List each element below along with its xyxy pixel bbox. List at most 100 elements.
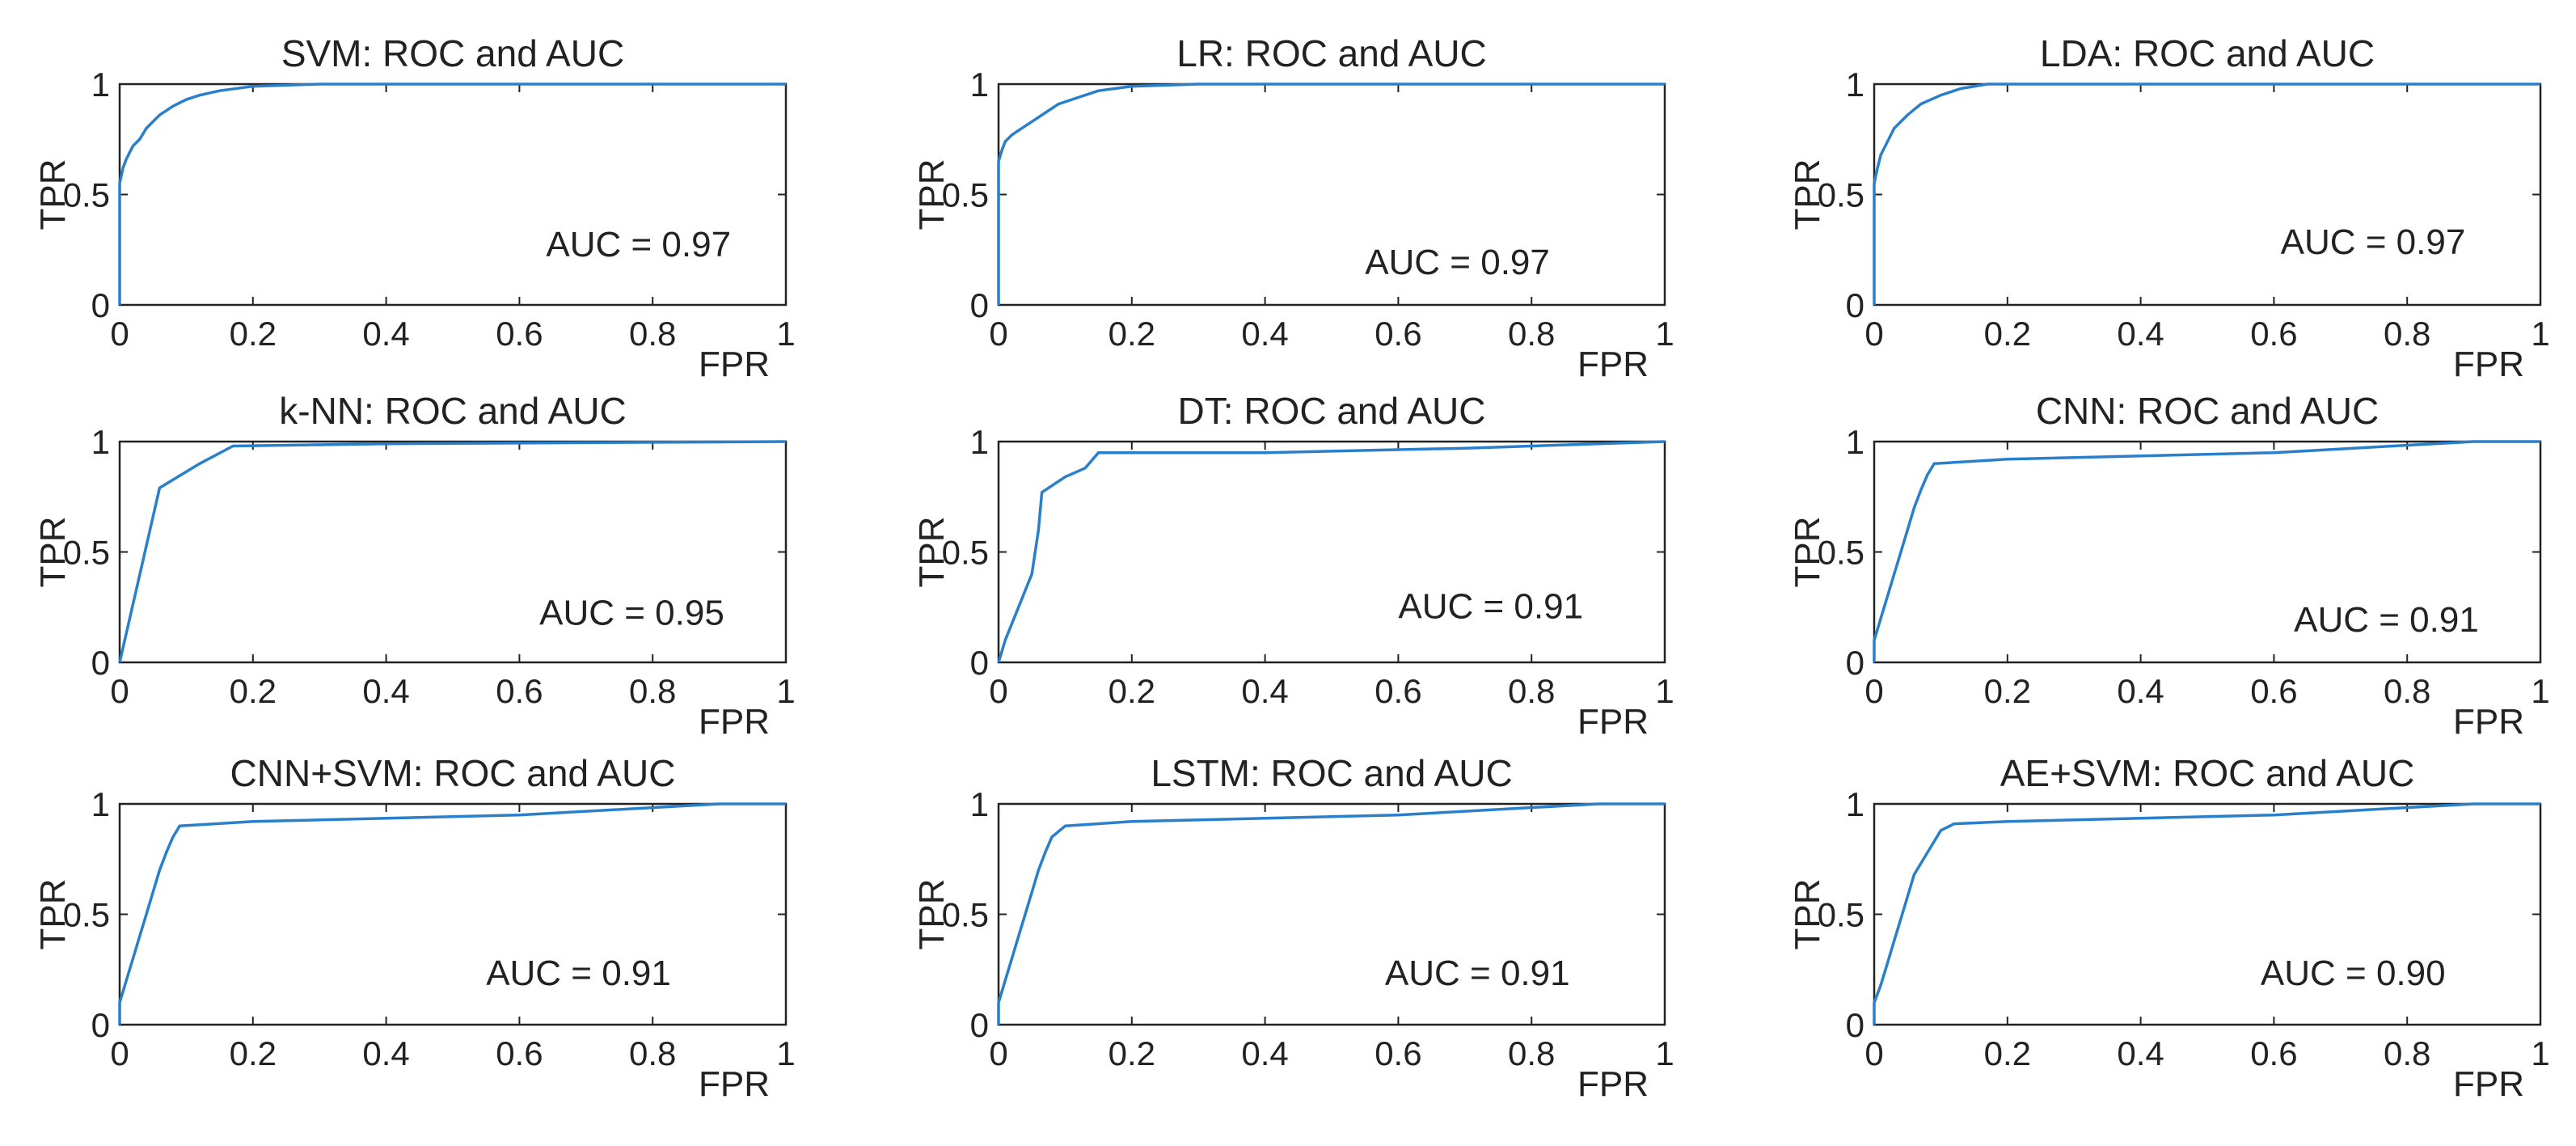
x-tick-label: 0.4: [1241, 315, 1288, 353]
x-tick-label: 0: [110, 672, 129, 710]
plot-frame: [118, 802, 788, 1026]
roc-curve: [997, 440, 1666, 663]
x-tick-label: 0.2: [1984, 1034, 2031, 1072]
x-tick-label: 1: [776, 1034, 795, 1072]
roc-curve: [1873, 802, 2540, 1025]
x-axis-label: FPR: [2453, 1064, 2524, 1104]
y-axis-label: TPR: [33, 159, 73, 230]
y-axis-label: TPR: [33, 517, 73, 588]
x-tick-label: 0.2: [1109, 315, 1155, 353]
x-tick-label: 0.4: [2117, 672, 2164, 710]
y-tick-label: 1: [1846, 785, 1864, 823]
x-axis-label: FPR: [1577, 345, 1649, 384]
roc-panel-5: DT: ROC and AUC 0 0.2 0.4 0.6 0.8 1 0 0.5 1 TPR FPR…: [912, 390, 1674, 742]
x-axis-label: FPR: [699, 702, 770, 742]
y-tick-label: 0: [91, 644, 110, 682]
x-tick-label: 1: [1655, 672, 1674, 710]
y-axis-label: TPR: [1788, 517, 1827, 588]
x-tick-label: 0.6: [1375, 1034, 1421, 1072]
y-axis-label: TPR: [912, 517, 952, 588]
y-tick-label: 1: [91, 423, 110, 461]
x-tick-label: 0.4: [362, 672, 409, 710]
x-tick-label: 0.8: [629, 672, 676, 710]
x-tick-label: 0.6: [2250, 315, 2297, 353]
y-tick-label: 0.5: [63, 176, 110, 214]
y-axis-label: TPR: [1788, 159, 1827, 230]
roc-curve: [118, 82, 786, 305]
y-tick-label: 0.5: [1818, 534, 1864, 572]
x-tick-label: 0.4: [2117, 315, 2164, 353]
x-tick-label: 0.4: [362, 1034, 409, 1072]
auc-annotation: AUC = 0.97: [546, 225, 731, 264]
auc-annotation: AUC = 0.97: [2281, 222, 2466, 262]
x-tick-label: 0.8: [629, 315, 676, 353]
x-tick-label: 1: [2531, 672, 2549, 710]
x-tick-label: 0.2: [1109, 1034, 1155, 1072]
y-axis-label: TPR: [912, 879, 952, 950]
roc-panel-8: LSTM: ROC and AUC 0 0.2 0.4 0.6 0.8 1 0 0.5 1 TPR F…: [912, 752, 1674, 1104]
y-tick-label: 1: [970, 785, 989, 823]
y-tick-label: 0.5: [63, 896, 110, 934]
chart-title: CNN: ROC and AUC: [2036, 390, 2379, 432]
y-tick-label: 0.5: [942, 896, 989, 934]
x-axis-label: FPR: [699, 345, 770, 384]
x-tick-label: 1: [2531, 315, 2549, 353]
x-tick-label: 0.2: [1109, 672, 1155, 710]
x-axis-label: FPR: [699, 1064, 770, 1104]
auc-annotation: AUC = 0.95: [539, 594, 724, 633]
y-tick-label: 0.5: [1818, 176, 1864, 214]
roc-curve: [997, 82, 1665, 305]
x-tick-label: 0.8: [2384, 1034, 2430, 1072]
x-tick-label: 0.2: [230, 672, 277, 710]
x-tick-label: 0: [989, 672, 1007, 710]
chart-title: DT: ROC and AUC: [1178, 390, 1486, 432]
x-tick-label: 0: [110, 1034, 129, 1072]
y-tick-label: 1: [1846, 66, 1864, 104]
x-tick-label: 0.6: [1375, 672, 1421, 710]
auc-annotation: AUC = 0.90: [2261, 954, 2446, 993]
x-tick-label: 0: [989, 315, 1007, 353]
x-tick-label: 0.2: [230, 1034, 277, 1072]
x-axis-label: FPR: [2453, 345, 2524, 384]
roc-panel-4: k-NN: ROC and AUC 0 0.2 0.4 0.6 0.8 1 0 0.5 1 TPR F…: [33, 390, 796, 742]
x-tick-label: 0.4: [1241, 672, 1288, 710]
y-tick-label: 0.5: [1818, 896, 1864, 934]
x-axis-label: FPR: [1577, 702, 1649, 742]
x-tick-label: 0.6: [496, 672, 543, 710]
x-axis-label: FPR: [2453, 702, 2524, 742]
x-tick-label: 1: [1655, 1034, 1674, 1072]
plot-frame: [1873, 82, 2542, 307]
y-tick-label: 0: [970, 644, 989, 682]
y-axis-label: TPR: [33, 879, 73, 950]
y-tick-label: 0: [91, 286, 110, 324]
x-tick-label: 0.8: [629, 1034, 676, 1072]
auc-annotation: AUC = 0.97: [1365, 243, 1550, 282]
x-tick-label: 0: [1864, 315, 1883, 353]
x-tick-label: 0.4: [2117, 1034, 2164, 1072]
y-tick-label: 0: [1846, 286, 1864, 324]
chart-title: LR: ROC and AUC: [1176, 32, 1486, 74]
y-tick-label: 0.5: [63, 534, 110, 572]
x-tick-label: 0.8: [1508, 1034, 1555, 1072]
x-tick-label: 0.6: [496, 315, 543, 353]
x-tick-label: 0.6: [496, 1034, 543, 1072]
x-tick-label: 1: [2531, 1034, 2549, 1072]
x-tick-label: 0.8: [2384, 315, 2430, 353]
roc-curve: [1873, 440, 2540, 662]
auc-annotation: AUC = 0.91: [1385, 954, 1570, 993]
y-axis-label: TPR: [1788, 879, 1827, 950]
chart-title: AE+SVM: ROC and AUC: [2000, 752, 2415, 794]
roc-panel-6: CNN: ROC and AUC 0 0.2 0.4 0.6 0.8 1 0 0.5 1 TPR FP…: [1788, 390, 2550, 742]
x-tick-label: 0: [110, 315, 129, 353]
y-tick-label: 0.5: [942, 534, 989, 572]
roc-curve: [118, 802, 786, 1025]
y-tick-label: 1: [970, 66, 989, 104]
y-tick-label: 0: [970, 286, 989, 324]
y-tick-label: 0: [1846, 1006, 1864, 1044]
x-tick-label: 0: [989, 1034, 1007, 1072]
x-tick-label: 0.2: [230, 315, 277, 353]
x-tick-label: 0.4: [362, 315, 409, 353]
y-tick-label: 1: [1846, 423, 1864, 461]
x-tick-label: 0.8: [2384, 672, 2430, 710]
